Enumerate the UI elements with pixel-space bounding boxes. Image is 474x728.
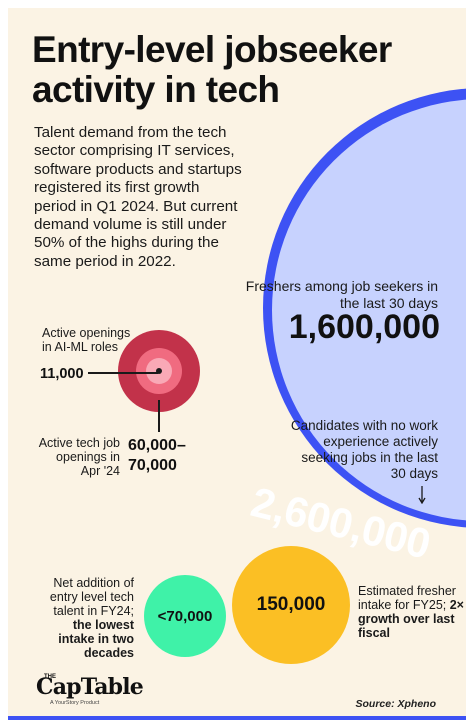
net-addition-emphasis: the lowest intake in two decades: [58, 618, 134, 660]
pointer-dot: [156, 368, 162, 374]
net-addition-value: <70,000: [157, 607, 213, 625]
tech-openings-value-line1: 60,000–: [128, 437, 186, 454]
freshers-label: Freshers among job seekers in the last 3…: [245, 278, 438, 311]
ai-ml-label: Active openings in AI-ML roles: [42, 326, 131, 354]
net-addition-circle: <70,000: [144, 575, 226, 657]
logo-subtitle: A YourStory Product: [50, 700, 100, 706]
source-note: Source: Xpheno: [355, 698, 436, 710]
tech-openings-value-line2: 70,000: [128, 457, 177, 474]
logo-the: THE: [44, 674, 56, 680]
net-addition-label: Net addition of entry level tech talent …: [34, 576, 134, 660]
ai-ml-value: 11,000: [40, 366, 84, 382]
tech-openings-label: Active tech job openings in Apr '24: [38, 436, 120, 478]
candidates-label: Candidates with no work experience activ…: [290, 418, 438, 481]
fresher-intake-text: Estimated fresher intake for FY25;: [358, 584, 456, 612]
tech-openings-value: 60,000– 70,000: [128, 436, 186, 476]
fresher-intake-circle: 150,000: [232, 546, 350, 664]
ai-ml-pointer-line: [88, 372, 158, 374]
page-title: Entry-level jobseeker activity in tech: [32, 29, 392, 110]
logo-name: CapTable: [36, 674, 144, 700]
freshers-value: 1,600,000: [288, 308, 440, 346]
tech-openings-pointer-line: [158, 400, 160, 432]
net-addition-text: Net addition of entry level tech talent …: [49, 576, 134, 618]
intro-paragraph: Talent demand from the tech sector compr…: [34, 124, 242, 270]
captable-logo: THE CapTable A YourStory Product: [36, 670, 146, 710]
bottom-bar: [8, 716, 466, 720]
fresher-intake-label: Estimated fresher intake for FY25; 2× gr…: [358, 584, 466, 640]
arrow-down-icon: [418, 486, 426, 504]
fresher-intake-emphasis: 2× growth over last fiscal: [358, 598, 464, 640]
infographic-page: Entry-level jobseeker activity in tech T…: [8, 8, 466, 720]
fresher-intake-value: 150,000: [256, 594, 326, 615]
